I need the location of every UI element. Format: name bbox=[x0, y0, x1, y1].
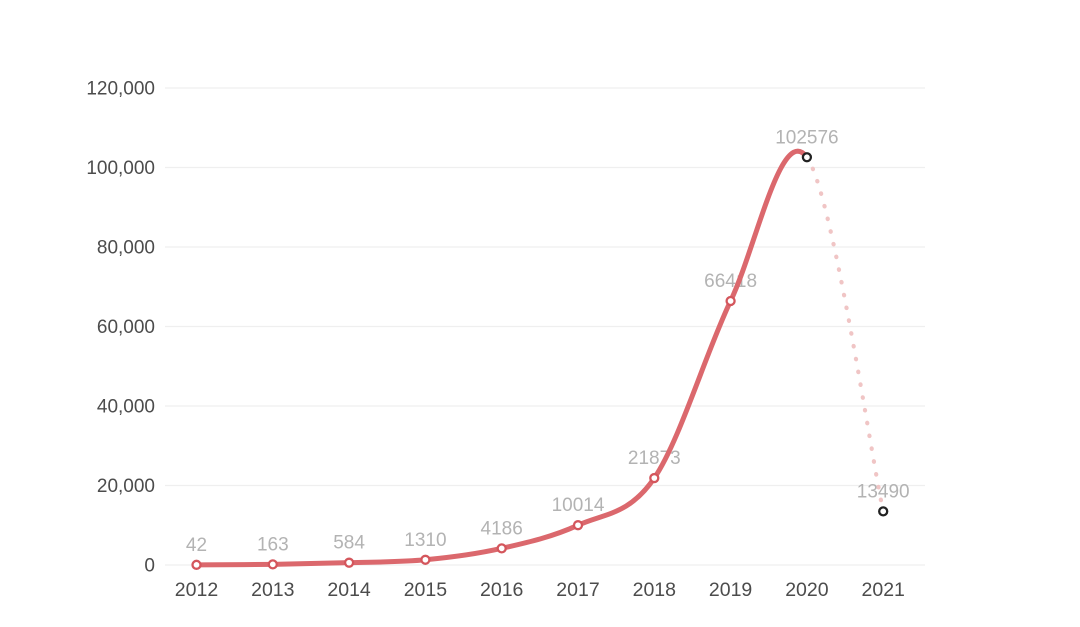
data-point-marker bbox=[801, 152, 813, 163]
series-line-dotted bbox=[804, 155, 886, 514]
y-axis-tick-label: 100,000 bbox=[86, 158, 155, 179]
data-point-marker bbox=[191, 559, 202, 570]
data-point-marker bbox=[878, 506, 889, 517]
series-line-solid bbox=[194, 148, 810, 568]
data-point-marker bbox=[420, 554, 431, 565]
y-axis-tick-label: 20,000 bbox=[97, 476, 155, 497]
data-point-marker bbox=[572, 520, 584, 531]
data-point-marker bbox=[267, 559, 278, 570]
x-axis-tick-label: 2016 bbox=[480, 579, 523, 601]
x-axis-tick-label: 2013 bbox=[251, 579, 294, 601]
data-point-marker bbox=[496, 543, 507, 554]
x-axis-tick-label: 2018 bbox=[633, 579, 676, 601]
data-value-label: 1310 bbox=[404, 530, 446, 551]
y-axis-tick-label: 60,000 bbox=[97, 317, 155, 338]
x-axis-tick-label: 2014 bbox=[327, 579, 371, 601]
data-value-label: 42 bbox=[186, 535, 207, 556]
x-axis-tick-label: 2012 bbox=[175, 579, 218, 601]
y-axis-tick-label: 40,000 bbox=[97, 397, 155, 418]
data-value-label: 10014 bbox=[552, 495, 605, 516]
x-axis-tick-label: 2021 bbox=[862, 579, 905, 601]
data-value-label: 163 bbox=[257, 534, 289, 555]
y-axis-tick-label: 0 bbox=[144, 556, 155, 577]
data-point-marker bbox=[725, 295, 736, 307]
x-axis-tick-label: 2020 bbox=[785, 579, 829, 601]
data-point-marker bbox=[649, 472, 660, 484]
data-value-label: 13490 bbox=[857, 481, 910, 502]
x-axis-tick-label: 2017 bbox=[556, 579, 599, 601]
x-axis-tick-label: 2019 bbox=[709, 579, 752, 601]
data-value-label: 584 bbox=[333, 533, 365, 554]
y-axis-tick-label: 120,000 bbox=[86, 79, 155, 100]
data-value-label: 21873 bbox=[628, 448, 681, 469]
data-value-label: 4186 bbox=[481, 518, 523, 539]
data-point-marker bbox=[343, 557, 355, 568]
data-value-label: 66418 bbox=[704, 271, 757, 292]
y-axis-tick-label: 80,000 bbox=[97, 238, 155, 259]
data-value-label: 102576 bbox=[775, 127, 838, 148]
x-axis-tick-label: 2015 bbox=[404, 579, 448, 601]
